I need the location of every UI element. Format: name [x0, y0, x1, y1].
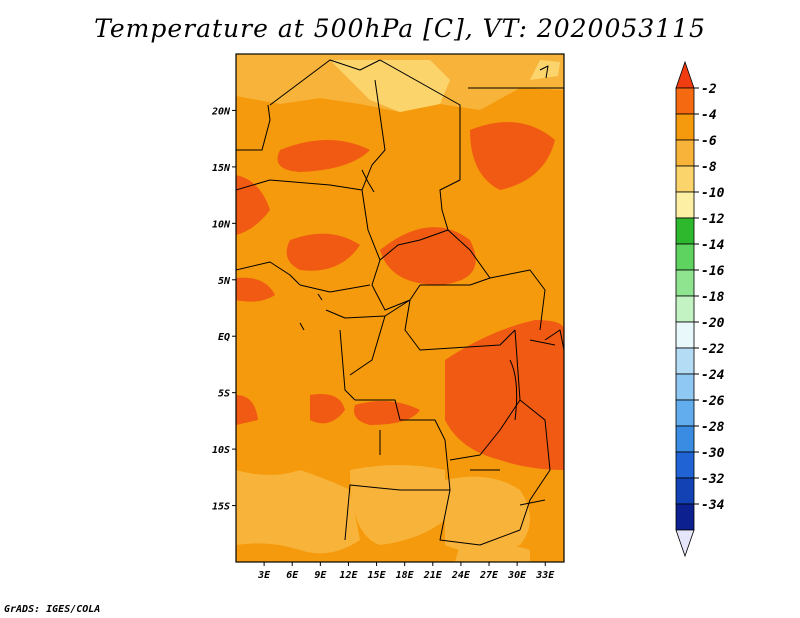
country-borders [236, 59, 564, 546]
colorbar-label: -34 [701, 498, 725, 513]
map-frame [235, 53, 565, 563]
y-tick-label: 20N [211, 106, 231, 117]
colorbar-segment [675, 425, 695, 453]
colorbar-label: -16 [701, 264, 725, 279]
x-tick-label: 33E [535, 570, 555, 581]
colorbar-bottom-arrow [675, 529, 695, 558]
colorbar-segment [675, 243, 695, 271]
temperature-shading [236, 54, 564, 562]
x-tick-label: 15E [368, 570, 387, 581]
colorbar-segment [675, 139, 695, 167]
y-tick-label: 15N [212, 163, 231, 174]
colorbar-segment [675, 477, 695, 505]
colorbar-segment [675, 217, 695, 245]
x-tick-label: 9E [314, 570, 327, 581]
colorbar-label: -20 [701, 316, 725, 331]
y-tick-label: EQ [218, 332, 230, 343]
longitude-axis: 3E 6E 9E 12E 15E 18E 21E 24E 27E 30E 33E [257, 562, 555, 581]
x-tick-label: 3E [257, 570, 271, 581]
colorbar-label: -18 [701, 290, 725, 305]
colorbar-label: -14 [701, 238, 725, 253]
colorbar-segment [675, 269, 695, 297]
x-tick-label: 24E [451, 570, 471, 581]
map-title: Temperature at 500hPa [C], VT: 202005311… [94, 14, 706, 43]
colorbar-label: -22 [701, 342, 725, 357]
colorbar-label: -6 [701, 134, 717, 149]
colorbar-label: -10 [701, 186, 725, 201]
colorbar-segment [675, 503, 695, 531]
colorbar-segment [675, 113, 695, 141]
y-tick-label: 5S [218, 389, 230, 400]
colorbar-segment [675, 165, 695, 193]
y-tick-label: 15S [212, 502, 230, 513]
colorbar-segment [675, 373, 695, 401]
colorbar-top-arrow [675, 60, 695, 89]
colorbar-label: -32 [701, 472, 725, 487]
y-tick-label: 10S [212, 445, 230, 456]
y-tick-label: 5N [218, 276, 231, 287]
colorbar-label: -26 [701, 394, 725, 409]
colorbar-segment [675, 87, 695, 115]
colorbar-segment [675, 451, 695, 479]
colorbar-segment [675, 191, 695, 219]
colorbar-label: -2 [701, 82, 717, 97]
colorbar-label: -12 [701, 212, 725, 227]
grads-credit: GrADS: IGES/COLA [4, 604, 101, 615]
latitude-axis: 20N 15N 10N 5N EQ 5S 10S 15S [211, 106, 236, 513]
x-tick-label: 6E [286, 570, 299, 581]
colorbar-label: -28 [701, 420, 725, 435]
x-tick-label: 18E [396, 570, 415, 581]
x-tick-label: 12E [339, 570, 358, 581]
colorbar-segment [675, 321, 695, 349]
y-tick-label: 10N [212, 219, 231, 230]
colorbar-segment [675, 295, 695, 323]
x-tick-label: 21E [423, 570, 443, 581]
colorbar: -2 -4 -6 -8 -10 -12 -14 -16 -18 -20 -22 -24 -26 -28 -3… [675, 60, 725, 558]
x-tick-label: 27E [479, 570, 499, 581]
colorbar-label: -4 [701, 108, 717, 123]
x-tick-label: 30E [507, 570, 527, 581]
colorbar-segment [675, 347, 695, 375]
colorbar-label: -30 [701, 446, 725, 461]
colorbar-segment [675, 399, 695, 427]
colorbar-label: -8 [701, 160, 717, 175]
colorbar-label: -24 [701, 368, 725, 383]
